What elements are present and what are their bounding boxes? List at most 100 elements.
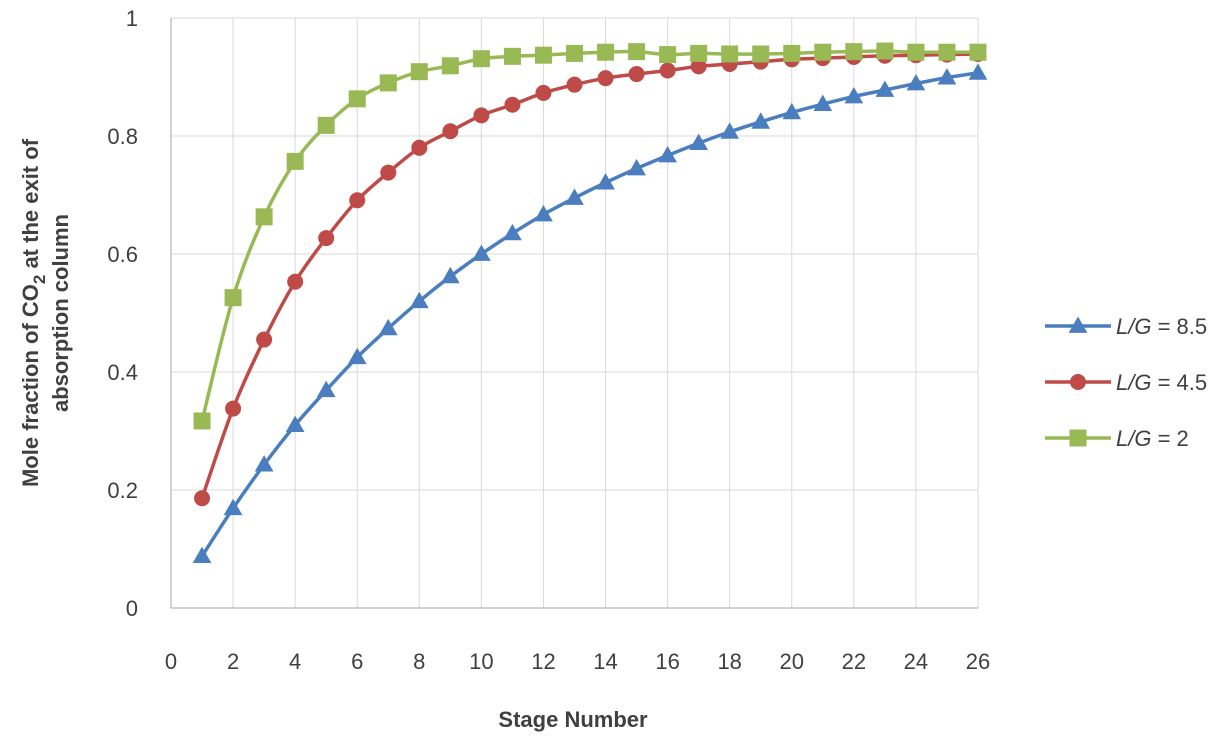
data-point: [286, 152, 304, 170]
data-point: [378, 318, 398, 336]
x-tick-label: 20: [780, 649, 804, 674]
data-point: [317, 116, 335, 134]
x-tick-label: 16: [655, 649, 679, 674]
data-point: [968, 63, 988, 80]
data-point: [627, 158, 646, 176]
grid-lines: [170, 17, 979, 609]
x-tick-label: 8: [413, 649, 425, 674]
data-point: [596, 173, 615, 190]
data-point: [379, 74, 397, 92]
data-point: [782, 102, 802, 120]
data-point: [659, 62, 676, 79]
series-line: [200, 71, 979, 558]
data-point: [721, 45, 739, 63]
data-point: [783, 44, 801, 62]
y-axis-title-line1: Mole fraction of CO2 at the exit of: [18, 138, 49, 487]
data-point: [285, 415, 305, 432]
data-point: [318, 230, 335, 247]
data-point: [441, 57, 459, 75]
data-point: [689, 133, 709, 150]
y-tick-label: 1: [126, 6, 138, 31]
data-point: [472, 50, 490, 68]
data-point: [504, 96, 521, 113]
data-point: [814, 43, 832, 61]
data-point: [411, 139, 428, 156]
y-tick-labels: 0 0.2 0.4 0.6 0.8 1: [107, 6, 138, 621]
legend-label: L/G = 8.5: [1116, 314, 1207, 339]
x-tick-label: 10: [469, 649, 493, 674]
x-axis-title: Stage Number: [498, 707, 648, 732]
legend-item: L/G = 4.5: [1045, 370, 1207, 395]
data-point: [628, 43, 646, 61]
data-point: [193, 412, 211, 430]
x-tick-label: 4: [289, 649, 301, 674]
y-tick-label: 0.2: [107, 478, 138, 503]
x-tick-labels: 0 2 4 6 8 10 12 14 16 18 20 22 24 26: [165, 649, 990, 674]
x-tick-label: 24: [904, 649, 928, 674]
data-point: [503, 47, 521, 65]
data-point: [752, 45, 770, 63]
data-point: [845, 43, 863, 61]
data-point: [192, 546, 212, 563]
data-point: [876, 42, 894, 60]
legend-marker: [1069, 429, 1087, 447]
data-point: [349, 192, 366, 209]
data-point: [937, 68, 957, 85]
data-point: [535, 84, 552, 101]
legend-item: L/G = 2: [1045, 426, 1189, 451]
data-point: [565, 188, 584, 205]
y-tick-label: 0.4: [107, 360, 138, 385]
data-point: [690, 44, 708, 62]
y-axis-title-line2: absorption column: [48, 214, 73, 412]
data-point: [409, 291, 429, 309]
y-tick-label: 0.6: [107, 242, 138, 267]
data-point: [844, 86, 864, 104]
data-point: [875, 80, 895, 97]
data-point: [534, 46, 552, 64]
data-point: [813, 94, 833, 112]
data-point: [316, 380, 336, 398]
data-point: [348, 90, 366, 108]
y-axis-title: Mole fraction of CO2 at the exit of abso…: [18, 138, 73, 487]
data-point: [440, 266, 460, 284]
legend-label: L/G = 4.5: [1116, 370, 1207, 395]
legend-marker: [1068, 316, 1088, 333]
legend: L/G = 8.5 L/G = 4.5 L/G = 2: [1045, 314, 1207, 451]
data-point: [194, 490, 211, 507]
data-point: [938, 43, 956, 61]
data-point: [969, 43, 987, 61]
y-tick-label: 0: [126, 596, 138, 621]
data-point: [534, 204, 553, 222]
data-point: [906, 73, 926, 91]
series-circle: [194, 45, 986, 507]
legend-item: L/G = 8.5: [1045, 314, 1207, 339]
y-tick-label: 0.8: [107, 124, 138, 149]
x-tick-label: 12: [531, 649, 555, 674]
data-point: [628, 66, 645, 83]
data-point: [597, 70, 614, 87]
data-point: [566, 44, 583, 62]
data-point: [503, 223, 522, 241]
data-point: [347, 347, 367, 365]
x-tick-label: 14: [593, 649, 617, 674]
data-point: [256, 331, 273, 348]
axes: [170, 18, 978, 609]
data-point: [720, 122, 740, 139]
data-point: [380, 164, 397, 181]
data-point: [287, 273, 304, 290]
x-tick-label: 2: [227, 649, 239, 674]
series-line: [200, 49, 978, 422]
data-point: [473, 107, 490, 124]
data-point: [659, 46, 677, 64]
data-point: [410, 63, 428, 81]
data-point: [223, 498, 243, 516]
data-point: [751, 112, 771, 129]
x-tick-label: 22: [842, 649, 866, 674]
legend-marker: [1070, 374, 1086, 390]
data-point: [907, 43, 925, 61]
data-point: [254, 455, 274, 472]
x-tick-label: 26: [966, 649, 990, 674]
data-point: [566, 76, 583, 93]
x-tick-label: 18: [717, 649, 741, 674]
